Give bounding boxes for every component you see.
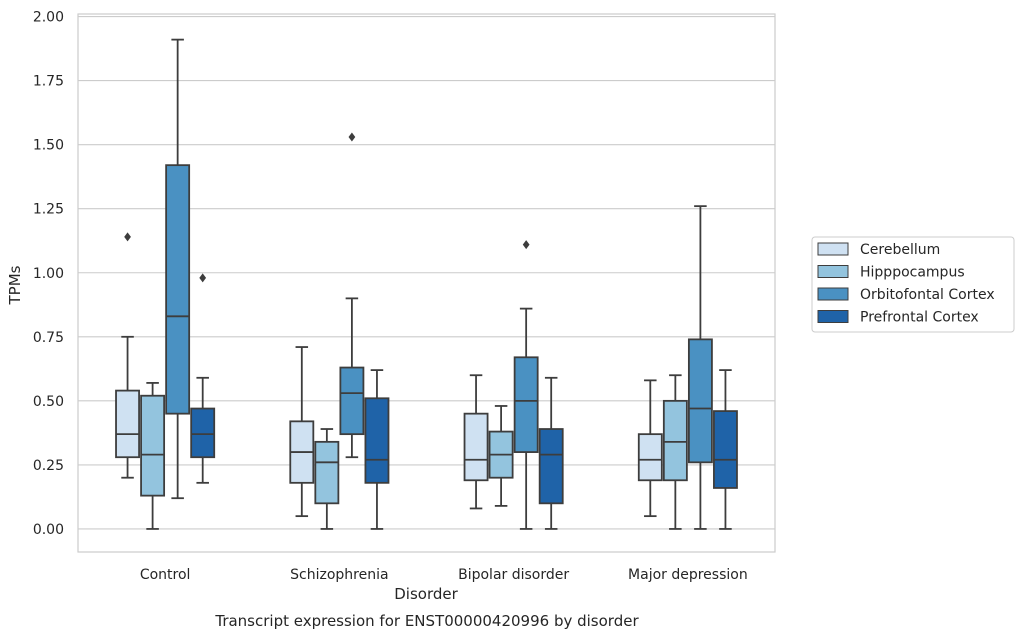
box-orbitofontal-cortex [339, 132, 365, 459]
y-tick-label: 1.00 [33, 266, 64, 282]
x-tick-label: Control [140, 567, 191, 583]
box-cerebellum [115, 232, 140, 479]
x-tick-label: Schizophrenia [290, 567, 388, 583]
box-hipppocampus [314, 428, 340, 530]
box-orbitofontal-cortex [165, 38, 191, 500]
x-tick-label: Major depression [628, 567, 748, 583]
y-tick-label: 1.75 [33, 74, 64, 90]
box-iqr [190, 407, 216, 459]
box-iqr [687, 338, 713, 464]
box-cerebellum [463, 374, 489, 510]
chart-caption: Transcript expression for ENST0000042099… [214, 612, 639, 630]
box-prefrontal-cortex [538, 376, 564, 530]
legend-label: Hipppocampus [860, 265, 965, 281]
legend-swatch [817, 310, 849, 323]
box-iqr [140, 394, 166, 497]
outlier-point [348, 132, 356, 142]
box-iqr [713, 410, 738, 489]
box-prefrontal-cortex [190, 273, 216, 484]
box-hipppocampus [140, 382, 166, 530]
y-tick-label: 1.50 [33, 138, 64, 154]
y-tick-label: 2.00 [33, 10, 64, 26]
y-tick-label: 0.50 [33, 394, 64, 410]
legend-swatch [817, 242, 849, 256]
outlier-point [124, 232, 131, 242]
boxes [115, 38, 738, 530]
box-iqr [538, 428, 564, 505]
box-iqr [513, 356, 539, 453]
legend-box [811, 236, 1015, 333]
box-prefrontal-cortex [364, 369, 390, 530]
box-iqr [314, 440, 340, 505]
box-iqr [115, 389, 140, 459]
legend-swatch [817, 265, 849, 278]
x-tick-label: Bipolar disorder [458, 567, 569, 583]
y-tick-label: 0.25 [33, 458, 64, 474]
y-axis-label: TPMs [6, 265, 24, 305]
y-tick-label: 1.25 [33, 202, 64, 218]
box-orbitofontal-cortex [513, 240, 539, 530]
box-iqr [463, 412, 489, 482]
box-hipppocampus [488, 405, 514, 507]
box-cerebellum [289, 346, 315, 518]
box-iqr [165, 164, 191, 415]
legend-label: Prefrontal Cortex [860, 310, 979, 326]
x-axis-label: Disorder [394, 585, 458, 603]
box-iqr [339, 366, 365, 436]
legend-label: Cerebellum [860, 242, 940, 258]
outlier-point [199, 273, 207, 283]
box-prefrontal-cortex [713, 369, 738, 530]
legend: Cerebellum Hipppocampus Orbitofontal Corte… [811, 236, 1015, 333]
grid-lines [78, 16, 775, 530]
y-tick-label: 0.00 [33, 522, 64, 538]
box-cerebellum [637, 379, 663, 518]
plot-frame [77, 13, 776, 553]
y-axis-ticks: 0.00 0.25 0.50 0.75 1.00 1.25 1.50 1.75 2.00 [33, 10, 64, 538]
box-orbitofontal-cortex [687, 205, 713, 530]
box-iqr [364, 397, 390, 484]
legend-label: Orbitofontal Cortex [860, 287, 995, 303]
legend-swatch [817, 287, 849, 301]
y-tick-label: 0.75 [33, 330, 64, 346]
outlier-point [522, 240, 530, 250]
x-axis-ticks: Control Schizophrenia Bipolar disorder Majo… [140, 567, 748, 583]
box-hipppocampus [662, 374, 688, 530]
box-iqr [637, 433, 663, 482]
box-iqr [662, 399, 688, 482]
